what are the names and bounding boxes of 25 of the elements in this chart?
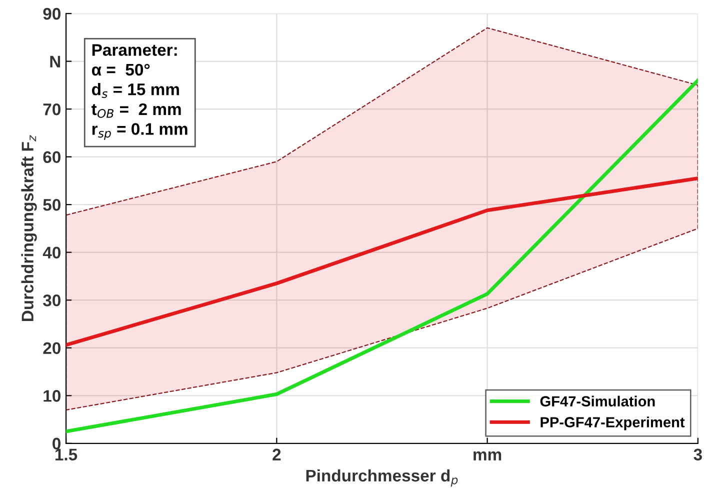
legend-label: GF47-Simulation bbox=[540, 396, 655, 406]
y-tick-label: 60 bbox=[43, 151, 60, 164]
y-tick-label: 70 bbox=[43, 103, 60, 116]
y-tick-label: 40 bbox=[42, 246, 60, 259]
legend-label: PP-GF47-Experiment bbox=[540, 416, 685, 430]
x-axis-title: Pindurchmesser d$_{p}$ bbox=[306, 469, 458, 487]
y-tick-label: 50 bbox=[43, 198, 60, 211]
y-tick-label: N bbox=[50, 56, 60, 68]
y-tick-label: 10 bbox=[44, 390, 60, 402]
x-tick-label: mm bbox=[474, 451, 502, 460]
annotation: t$_{OB}$ = 2 mm bbox=[92, 103, 181, 118]
y-tick-label: 20 bbox=[43, 342, 60, 354]
annotation: r$_{sp}$ = 0.1 mm bbox=[92, 123, 188, 140]
annotation: α = 50° bbox=[92, 64, 150, 76]
y-tick-label: 90 bbox=[43, 8, 60, 20]
y-tick-label: 30 bbox=[43, 294, 60, 306]
annotation: Parameter: bbox=[92, 44, 177, 56]
y-tick-label: 0 bbox=[52, 438, 60, 450]
line-series bbox=[66, 176, 698, 347]
y-axis-title: Durchdringungskraft F$_{z}$ bbox=[21, 135, 37, 322]
line-series bbox=[66, 78, 698, 434]
x-tick-label: 2 bbox=[272, 448, 281, 460]
x-tick-label: 3 bbox=[694, 448, 702, 461]
x-tick-label: 1.5 bbox=[55, 448, 78, 460]
annotation: d$_{s}$ = 15 mm bbox=[92, 83, 179, 98]
